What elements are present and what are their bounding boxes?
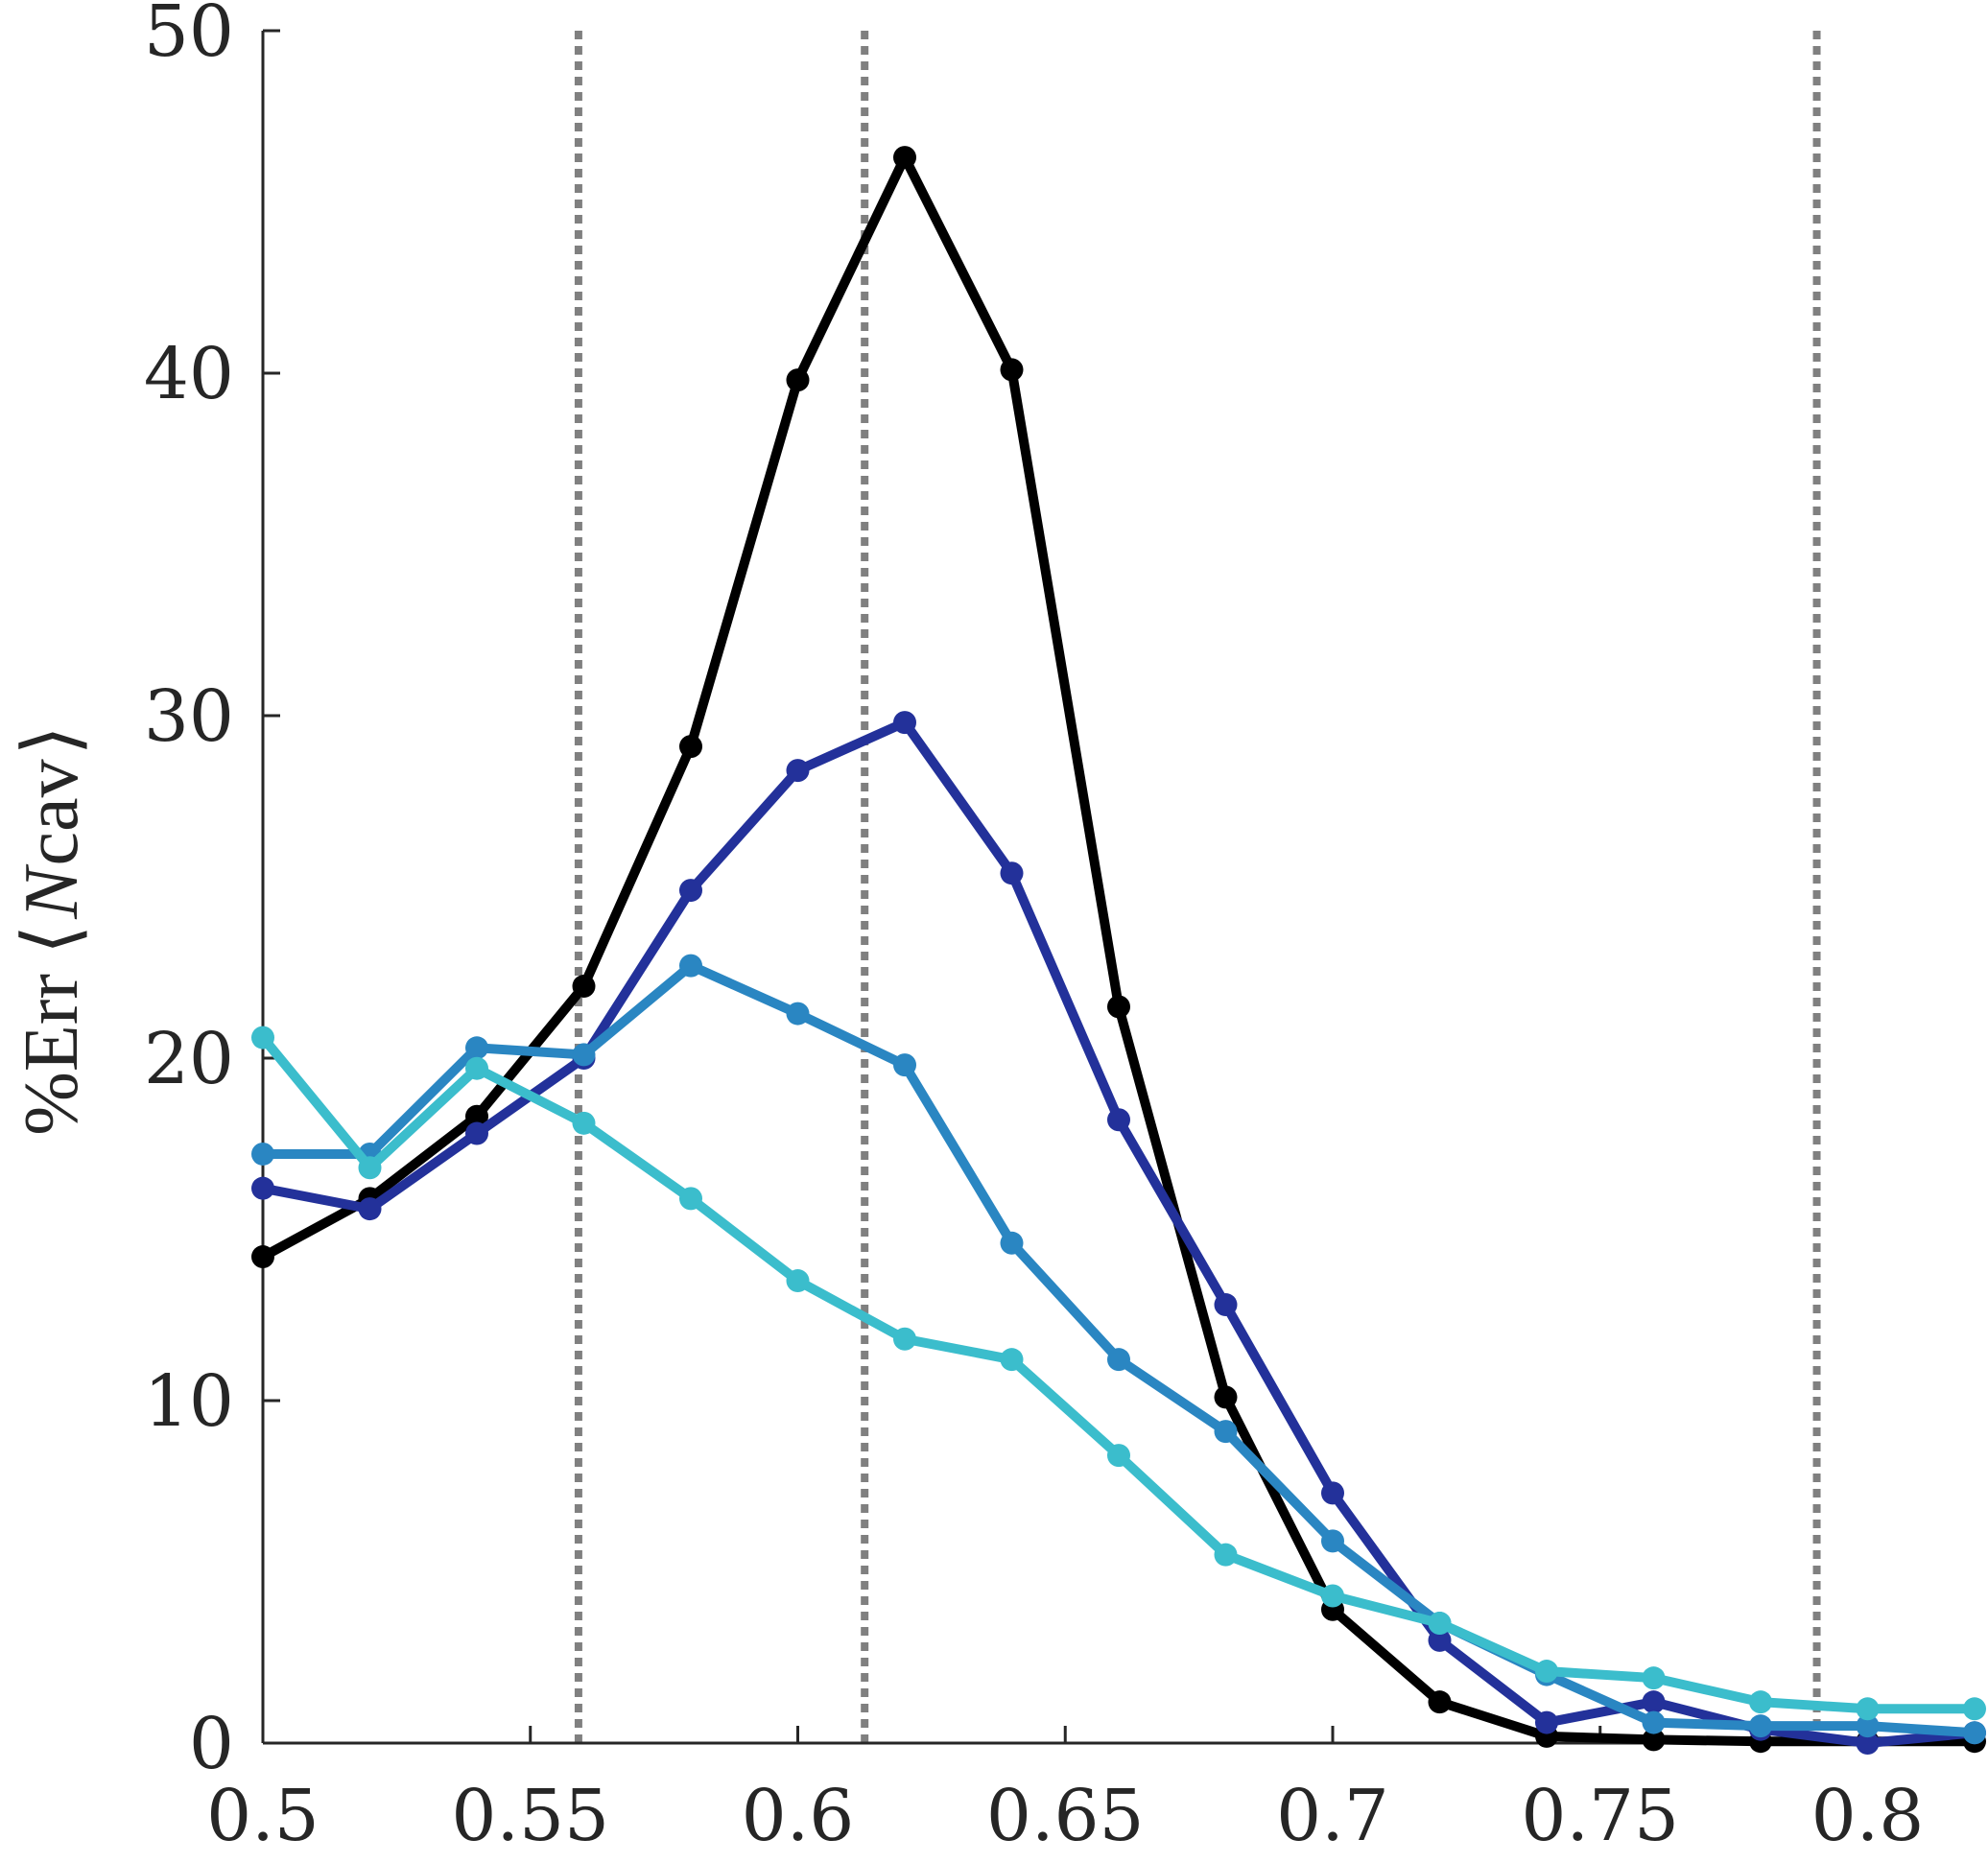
series-4 <box>251 1026 1986 1721</box>
series-2-point-9 <box>1214 1293 1238 1317</box>
series-2-point-4 <box>679 879 702 903</box>
series-3-point-10 <box>1321 1529 1344 1553</box>
tick-labels: 0.5 0.55 0.6 0.65 0.7 0.75 0.8 0 10 20 30 40 50 <box>144 0 1925 1857</box>
x-tick-label-2: 0.6 <box>742 1775 855 1857</box>
series-1-point-2 <box>465 1104 488 1128</box>
series-1-point-9 <box>1214 1385 1238 1409</box>
y-axis-label-open-bracket: ⟨ <box>10 925 94 955</box>
series-1-point-11 <box>1428 1690 1452 1714</box>
series-3-point-13 <box>1642 1710 1666 1734</box>
series-4-point-1 <box>358 1156 382 1180</box>
series-2-point-13 <box>1642 1690 1666 1714</box>
series-3-point-16 <box>1963 1721 1986 1745</box>
series-3-point-2 <box>465 1036 488 1060</box>
series-4-point-7 <box>1000 1348 1024 1372</box>
x-tick-label-1: 0.55 <box>451 1775 609 1857</box>
series-1-point-4 <box>679 735 702 759</box>
series-2-point-0 <box>251 1176 274 1200</box>
series-4-point-8 <box>1107 1444 1130 1468</box>
series-2-point-2 <box>465 1121 488 1145</box>
series-3-point-5 <box>786 1002 810 1026</box>
x-tick-label-5: 0.75 <box>1521 1775 1679 1857</box>
series-3-point-6 <box>893 1053 916 1077</box>
x-tick-label-3: 0.65 <box>986 1775 1145 1857</box>
series-4-point-2 <box>465 1056 488 1080</box>
series-2-point-11 <box>1428 1628 1452 1652</box>
series-4-point-0 <box>251 1026 274 1049</box>
y-tick-label-5: 50 <box>144 0 234 73</box>
y-tick-label-2: 20 <box>144 1018 234 1100</box>
series-3-point-9 <box>1214 1420 1238 1444</box>
series-2-point-8 <box>1107 1108 1130 1132</box>
series-1-point-8 <box>1107 995 1130 1019</box>
series-3-point-3 <box>572 1043 596 1067</box>
series-1-point-6 <box>893 146 916 170</box>
series-4-point-10 <box>1321 1584 1344 1608</box>
y-axis-label-prefix: %Err <box>10 955 94 1136</box>
series-4-point-5 <box>786 1269 810 1293</box>
series-1-line <box>258 153 1979 1747</box>
series-4-point-6 <box>893 1327 916 1351</box>
series-2-point-12 <box>1535 1710 1558 1734</box>
series-4-point-4 <box>679 1187 702 1211</box>
series-1-point-5 <box>786 368 810 392</box>
series-2-point-6 <box>893 711 916 735</box>
series-1-point-0 <box>251 1245 274 1269</box>
series-3-point-0 <box>251 1142 274 1166</box>
x-tick-label-0: 0.5 <box>206 1775 320 1857</box>
x-tick-label-4: 0.7 <box>1276 1775 1389 1857</box>
series-4-point-15 <box>1856 1697 1880 1721</box>
series-4-point-9 <box>1214 1543 1238 1567</box>
series-3-point-14 <box>1749 1714 1772 1738</box>
y-axis-label-subscript: cav <box>10 759 94 865</box>
series-3-point-15 <box>1856 1714 1880 1738</box>
series-4-point-12 <box>1535 1660 1558 1684</box>
y-axis-label-close-bracket: ⟩ <box>10 725 94 755</box>
series-2-line <box>258 718 1979 1748</box>
series-4-point-14 <box>1749 1690 1772 1714</box>
series-2-point-7 <box>1000 861 1024 885</box>
series-4-point-3 <box>572 1111 596 1135</box>
series-4-point-11 <box>1428 1612 1452 1636</box>
series-4-line <box>258 1032 1979 1714</box>
y-tick-label-1: 10 <box>144 1360 234 1443</box>
series-2-point-1 <box>358 1197 382 1221</box>
series-layer <box>251 146 1986 1755</box>
series-4-point-16 <box>1963 1697 1986 1721</box>
y-tick-label-3: 30 <box>144 675 234 758</box>
y-tick-label-4: 40 <box>144 333 234 415</box>
series-2-point-15 <box>1856 1732 1880 1755</box>
y-tick-label-0: 0 <box>189 1703 234 1785</box>
series-3 <box>251 954 1986 1745</box>
series-2-point-5 <box>786 759 810 783</box>
series-1 <box>251 146 1986 1754</box>
series-3-point-4 <box>679 954 702 978</box>
series-3-point-8 <box>1107 1348 1130 1372</box>
series-4-point-13 <box>1642 1666 1666 1690</box>
series-2 <box>251 711 1986 1755</box>
series-1-point-13 <box>1642 1728 1666 1752</box>
x-tick-label-6: 0.8 <box>1811 1775 1925 1857</box>
reference-lines <box>574 31 1821 1743</box>
axes <box>261 29 1975 1745</box>
series-1-point-3 <box>572 975 596 999</box>
y-axis-label-variable: N <box>10 863 94 920</box>
series-3-point-7 <box>1000 1231 1024 1255</box>
series-1-point-7 <box>1000 358 1024 382</box>
series-2-point-10 <box>1321 1481 1344 1505</box>
y-axis-label: %Err ⟨ Ncav ⟩ <box>10 725 94 1136</box>
